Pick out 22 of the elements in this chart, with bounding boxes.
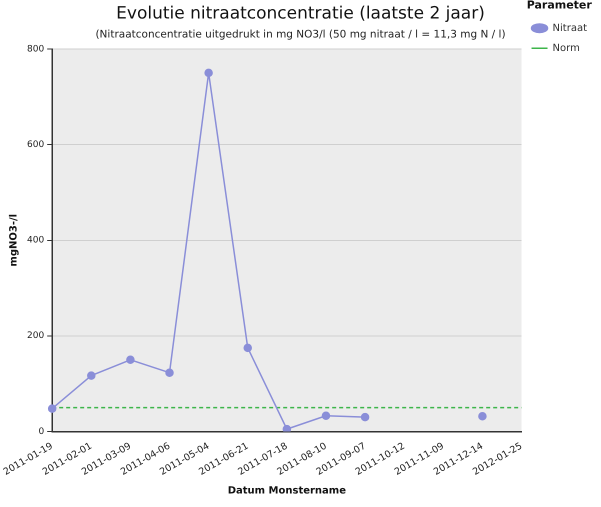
point: [48, 404, 56, 413]
y-tick-label: 800: [26, 44, 44, 54]
point: [478, 412, 487, 420]
point: [243, 344, 252, 352]
chart-subtitle: (Nitraatconcentratie uitgedrukt in mg NO3/l (50 mg nitraat / l = 11,3 mg N / l): [95, 28, 506, 40]
point: [87, 371, 96, 380]
y-tick-label: 200: [26, 331, 44, 342]
legend-label: Norm: [552, 42, 580, 54]
chart-title: Evolutie nitraatconcentratie (laatste 2 jaar): [116, 4, 485, 24]
legend-title: Parameter: [526, 0, 592, 12]
y-tick-label: 400: [26, 236, 44, 246]
y-tick-label: 600: [26, 140, 44, 150]
point: [322, 411, 330, 420]
point: [282, 424, 292, 432]
point: [165, 368, 174, 377]
y-tick-label: 0: [38, 426, 44, 437]
x-axis-title: Datum Monstername: [228, 486, 346, 497]
point: [126, 356, 135, 364]
y-axis-title: mgNO3-/l: [8, 214, 20, 267]
point: [204, 68, 213, 78]
legend-label: Nitraat: [552, 22, 588, 34]
point: [360, 412, 370, 422]
